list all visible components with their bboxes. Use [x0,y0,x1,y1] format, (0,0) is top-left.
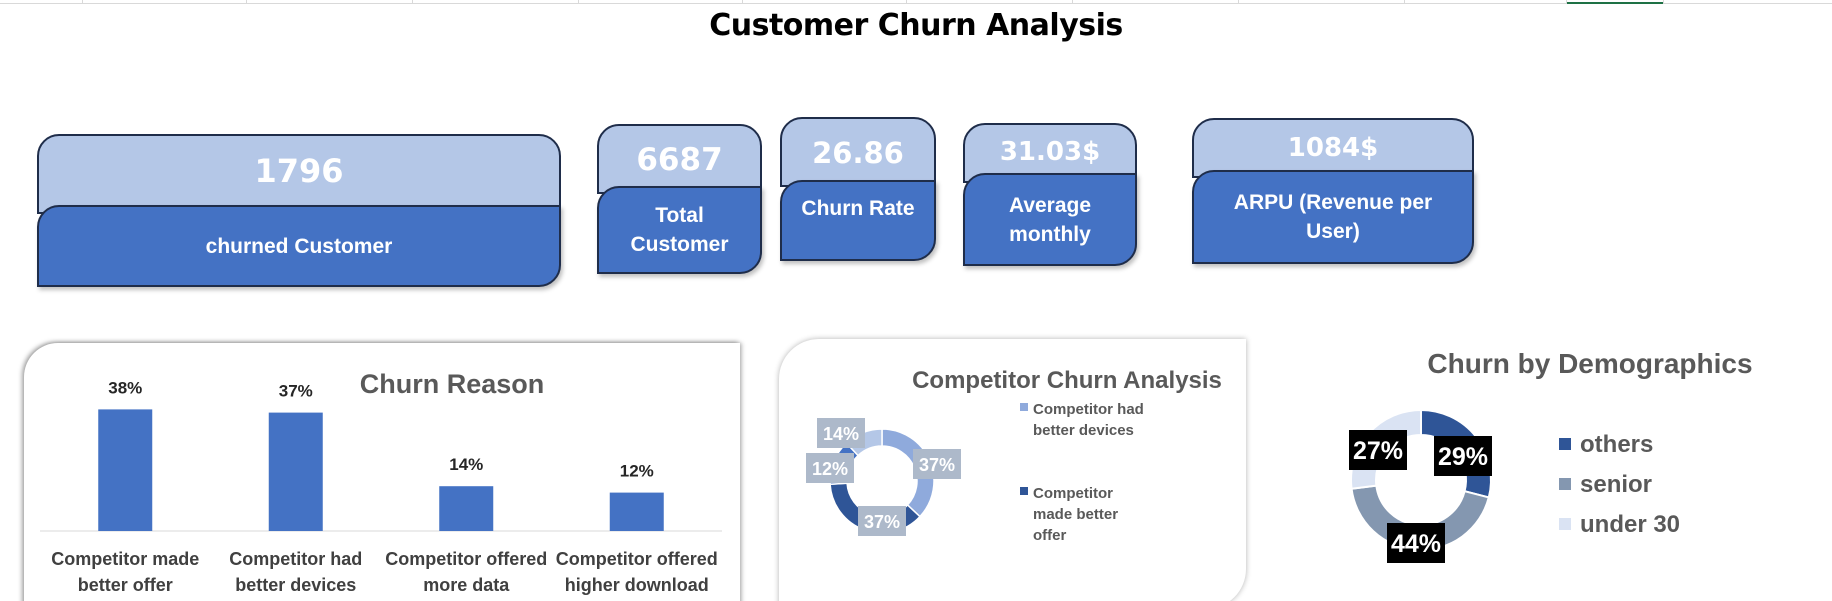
kpi-arpu: 1084$ ARPU (Revenue per User) [1192,118,1474,264]
sheet-column-divider [1072,0,1073,4]
sheet-gridline [0,0,1832,4]
kpi-avg-label-line1: Average [1008,193,1092,217]
legend-label: under 30 [1580,511,1680,538]
kpi-label-box: Churn Rate [780,180,936,261]
chart-title: Churn Reason [360,369,545,399]
legend-label: made better [1033,506,1118,523]
churn-reason-chart: Churn Reason 38% Competitor made better off… [40,369,722,595]
x-tick-label: Competitor offered [385,549,547,569]
legend-swatch [1020,403,1028,411]
sheet-column-divider [1238,0,1239,4]
page-title: Customer Churn Analysis [709,8,1123,43]
kpi-label-box: Total Customer [597,186,762,274]
data-label: 44% [1391,530,1441,558]
data-label-box [913,449,961,479]
kpi-total-label-line1: Total [655,204,704,227]
sheet-column-divider [742,0,743,4]
data-label-box [1387,523,1445,563]
churn-by-demographics-chart: Churn by Demographics 29% 44% 27% others seni… [1349,348,1753,563]
bar-2 [268,412,323,531]
x-tick-label: Competitor had [229,549,362,569]
x-tick-label: more data [423,575,510,595]
data-label: 14% [823,424,859,444]
x-tick-label: Competitor offered [556,549,718,569]
x-tick-label: higher download [565,575,709,595]
legend-label: others [1580,431,1653,458]
bar-data-label: 38% [108,378,142,397]
legend-swatch [1559,438,1571,450]
kpi-average-monthly: 31.03$ Average monthly [963,123,1137,266]
kpi-value-box: 6687 [597,124,762,194]
data-label: 37% [919,455,955,475]
data-label-box [1434,436,1492,476]
chart-title: Churn by Demographics [1427,348,1752,379]
kpi-value-box: 26.86 [780,117,936,187]
data-label: 29% [1438,443,1488,471]
legend-swatch [1559,518,1571,530]
kpi-total-label-line2: Customer [630,233,729,256]
bar-4 [609,492,664,531]
kpi-arpu-label-line2: User) [1306,220,1360,243]
kpi-label-box: Average monthly [963,173,1137,266]
bar-data-label: 37% [279,382,313,401]
selected-cell-indicator [1566,0,1663,4]
competitor-churn-chart: Competitor Churn Analysis 37% 37% 14% 12% Com… [806,367,1222,544]
sheet-column-divider [412,0,413,4]
data-label-box [858,506,906,536]
data-label: 37% [864,512,900,532]
kpi-churned-label: churned Customer [205,234,393,258]
data-label: 12% [812,459,848,479]
kpi-churned-customer: 1796 churned Customer [37,134,561,287]
kpi-total-value: 6687 [636,142,723,178]
legend-swatch [1020,487,1028,495]
kpi-arpu-label-line1: ARPU (Revenue per [1233,191,1433,214]
data-label-box [806,453,854,483]
chart-title: Competitor Churn Analysis [912,367,1222,394]
x-tick-label: better devices [235,575,356,595]
sheet-column-divider [1404,0,1405,4]
data-label: 27% [1353,437,1403,465]
kpi-value-box: 1796 [37,134,561,214]
legend-label: offer [1033,527,1066,544]
data-label-box [817,418,865,448]
kpi-label-box: ARPU (Revenue per User) [1192,170,1474,264]
kpi-label-box: churned Customer [37,205,561,287]
kpi-value-box: 1084$ [1192,118,1474,178]
kpi-rate-value: 26.86 [812,136,904,170]
sheet-column-divider [906,0,907,4]
sheet-column-divider [1663,0,1664,4]
legend-label: Competitor [1033,485,1113,502]
legend-swatch [1559,478,1571,490]
kpi-churned-value: 1796 [254,152,344,190]
sheet-column-divider [1566,0,1567,4]
bar-data-label: 14% [449,455,483,474]
data-label-box [1349,430,1407,470]
kpi-arpu-value: 1084$ [1287,133,1379,163]
sheet-column-divider [246,0,247,4]
kpi-churn-rate: 26.86 Churn Rate [780,117,936,261]
kpi-rate-label: Churn Rate [801,197,915,220]
donut-slice [1350,484,1491,551]
kpi-avg-label-line2: monthly [1009,222,1091,246]
bar-3 [439,486,494,531]
kpi-total-customer: 6687 Total Customer [597,124,762,274]
kpi-avg-value: 31.03$ [999,137,1101,167]
legend-label: Competitor had [1033,401,1144,418]
competitor-churn-panel [779,339,1246,601]
legend-label: senior [1580,471,1652,498]
x-tick-label: better offer [78,575,173,595]
bar-1 [98,409,153,531]
sheet-column-divider [82,0,83,4]
x-tick-label: Competitor made [51,549,199,569]
bar-data-label: 12% [620,462,654,481]
sheet-column-divider [578,0,579,4]
legend-label: better devices [1033,422,1134,439]
